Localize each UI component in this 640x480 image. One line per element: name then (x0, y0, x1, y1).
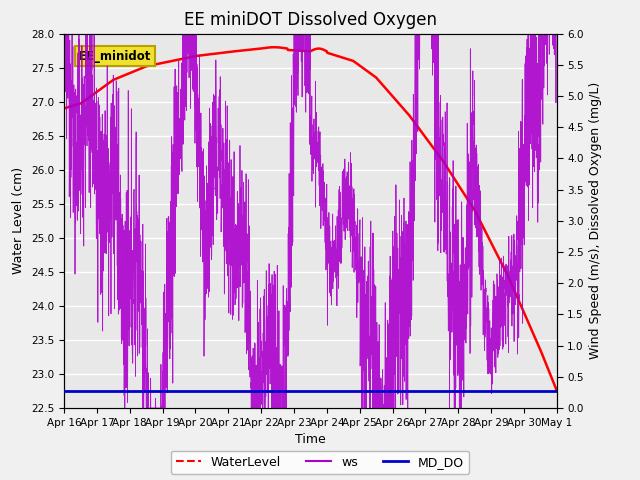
Y-axis label: Wind Speed (m/s), Dissolved Oxygen (mg/L): Wind Speed (m/s), Dissolved Oxygen (mg/L… (589, 82, 602, 360)
Text: EE_minidot: EE_minidot (79, 50, 151, 63)
Legend: WaterLevel, ws, MD_DO: WaterLevel, ws, MD_DO (171, 451, 469, 474)
Title: EE miniDOT Dissolved Oxygen: EE miniDOT Dissolved Oxygen (184, 11, 437, 29)
Y-axis label: Water Level (cm): Water Level (cm) (12, 167, 26, 275)
X-axis label: Time: Time (295, 433, 326, 446)
